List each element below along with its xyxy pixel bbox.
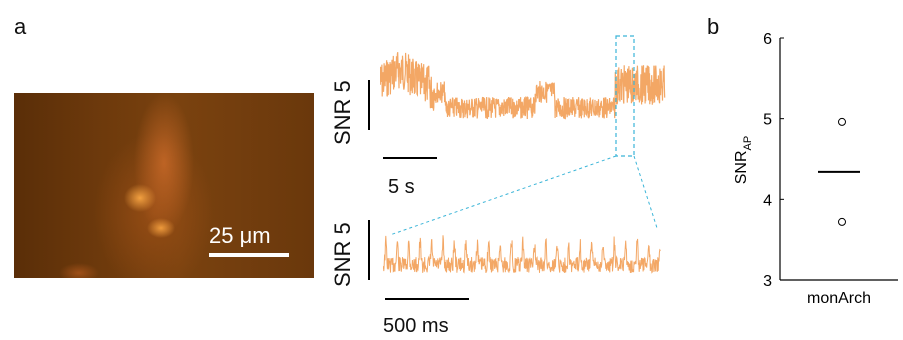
top-trace bbox=[380, 52, 666, 120]
bottom-time-scale-label: 500 ms bbox=[383, 315, 449, 337]
x-category-label: monArch bbox=[807, 290, 871, 307]
top-trace-ylabel: SNR 5 bbox=[330, 80, 355, 145]
bottom-trace-y-scalebar bbox=[368, 220, 370, 280]
panel-b-label: b bbox=[707, 14, 720, 39]
y-axis-label: SNRAP bbox=[733, 136, 754, 184]
y-tick-label: 4 bbox=[763, 192, 772, 209]
bottom-time-scalebar bbox=[385, 298, 469, 300]
y-tick-label: 3 bbox=[763, 273, 772, 290]
top-time-scalebar bbox=[383, 157, 437, 159]
data-point bbox=[838, 117, 846, 126]
image-scalebar-label: 25 μm bbox=[209, 223, 271, 248]
panel-a-label: a bbox=[14, 14, 27, 39]
fluorescence-image: 25 μm bbox=[14, 93, 314, 278]
snr-chart: 6 5 4 3 monArch SNRAP bbox=[733, 31, 898, 307]
image-scalebar bbox=[209, 253, 289, 257]
bottom-trace bbox=[383, 235, 661, 274]
y-tick-label: 6 bbox=[763, 31, 772, 48]
top-time-scale-label: 5 s bbox=[388, 176, 415, 198]
top-trace-y-scalebar bbox=[368, 80, 370, 130]
data-point bbox=[838, 217, 846, 226]
y-tick-label: 5 bbox=[763, 112, 772, 129]
zoom-indicator bbox=[389, 35, 658, 236]
bottom-trace-ylabel: SNR 5 bbox=[330, 222, 355, 287]
